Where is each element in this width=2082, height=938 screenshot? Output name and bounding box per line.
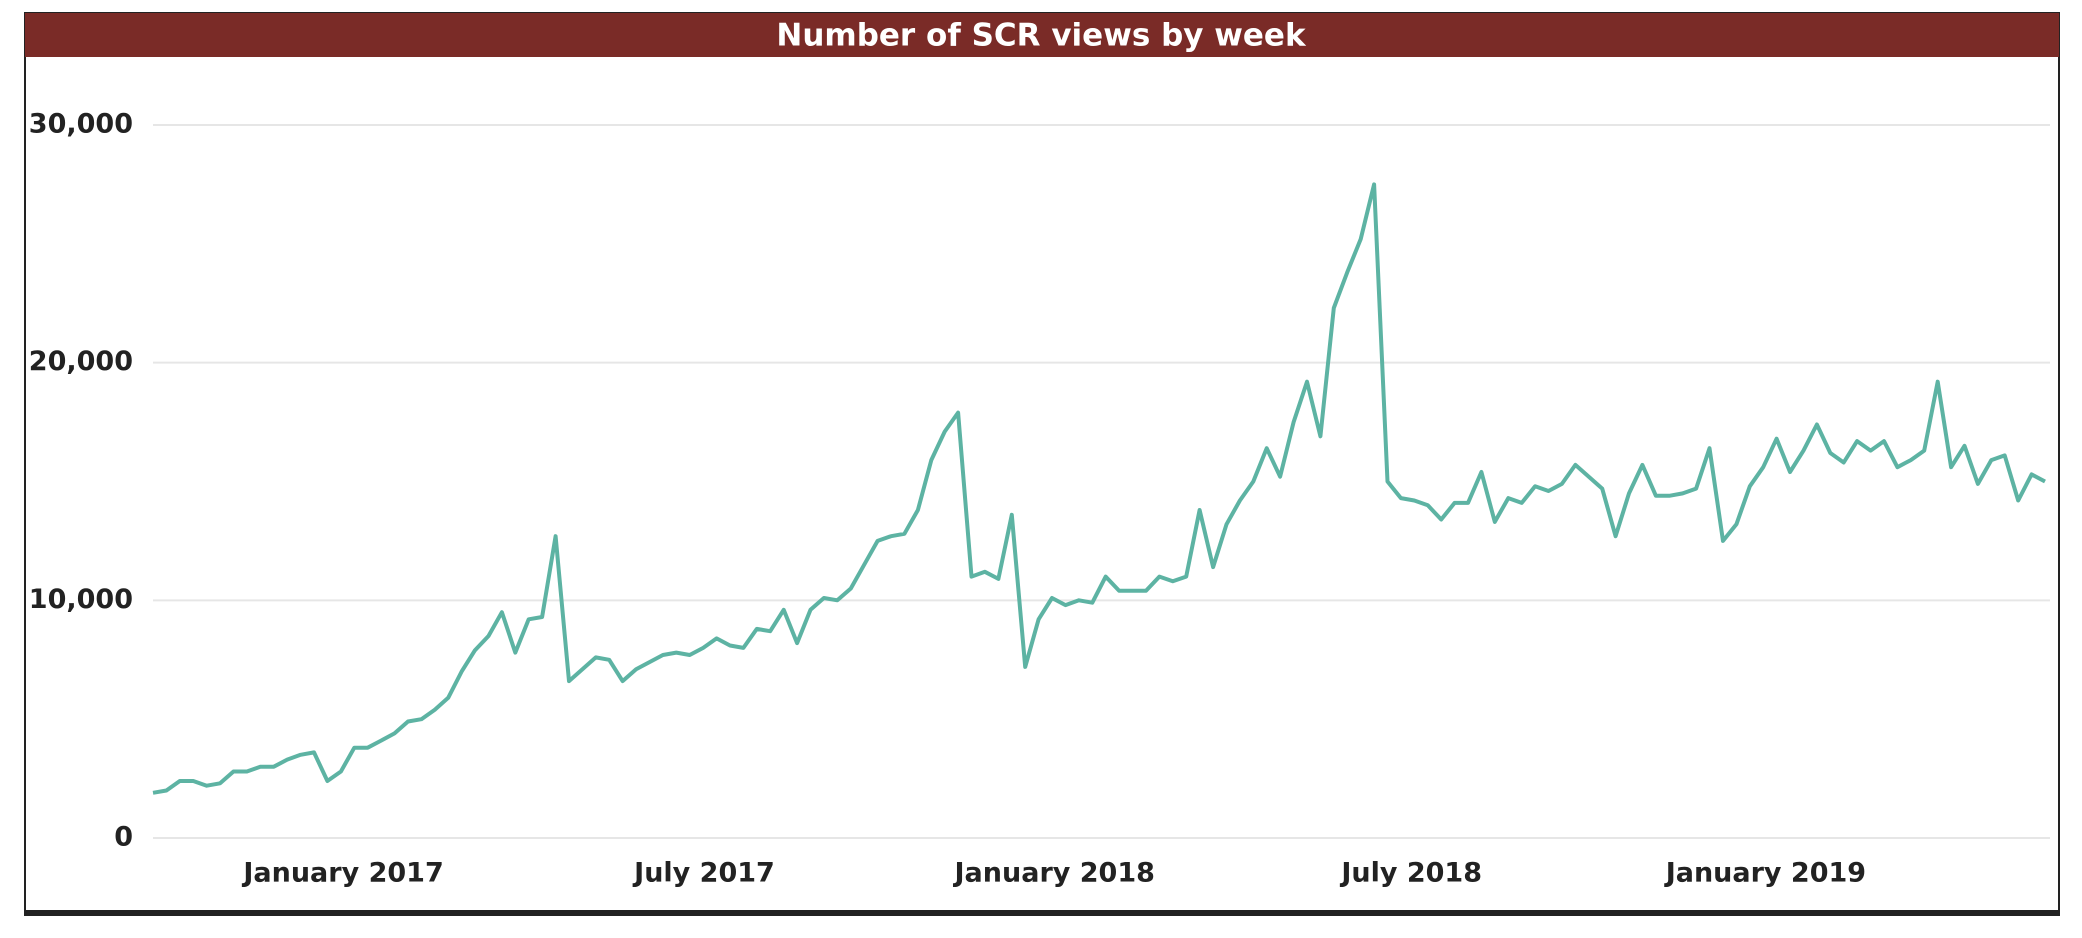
x-tick-label: January 2018: [953, 858, 1155, 889]
chart-title: Number of SCR views by week: [776, 18, 1307, 54]
x-tick-label: January 2019: [1664, 858, 1866, 889]
y-tick-label: 0: [114, 822, 133, 853]
title-bar: [25, 13, 2059, 57]
x-tick-label: January 2017: [241, 858, 443, 889]
y-tick-label: 20,000: [29, 346, 133, 377]
x-tick-label: July 2018: [1339, 858, 1482, 889]
y-tick-label: 10,000: [29, 584, 133, 615]
x-tick-label: July 2017: [632, 858, 775, 889]
y-tick-label: 30,000: [29, 109, 133, 140]
data-line: [152, 182, 2046, 795]
frame: [24, 12, 2060, 916]
